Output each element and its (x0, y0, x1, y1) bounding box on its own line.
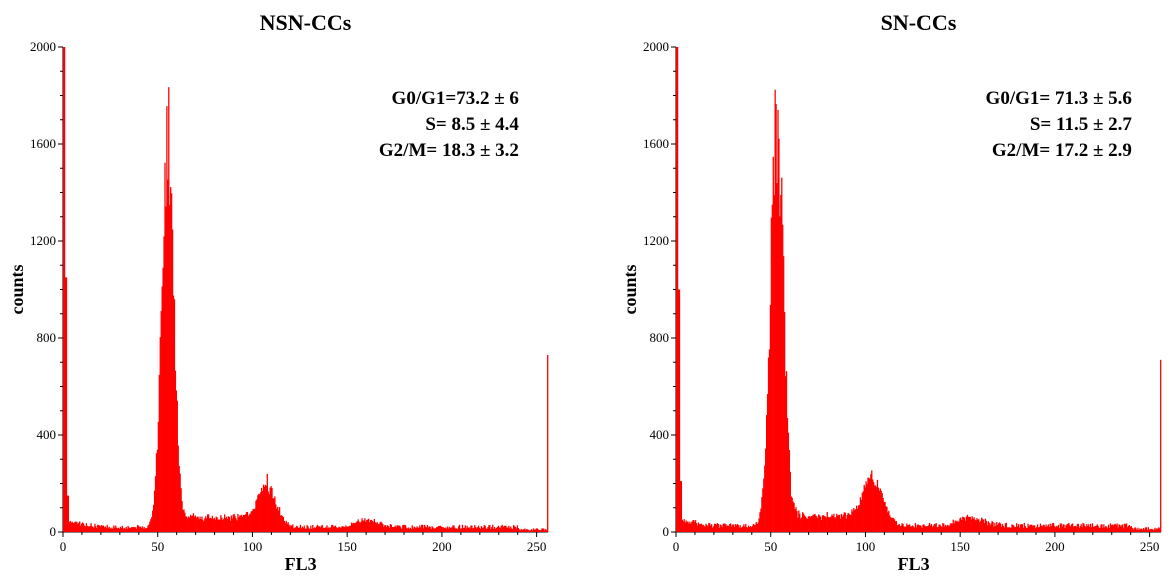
phase-annotation: G0/G1= 71.3 ± 5.6 (986, 88, 1132, 109)
y-tick-label: 800 (650, 330, 670, 345)
chart-panel-nsn: NSN-CCs 0 400 800 1200 1600 2000 0 50 100 150 200 2… (0, 0, 560, 576)
phase-annotation: S= 11.5 ± 2.7 (1030, 114, 1133, 135)
phase-annotation: S= 8.5 ± 4.4 (425, 114, 519, 135)
chart-panel-sn: SN-CCs 0 400 800 1200 1600 2000 0 50 100 150 200 25… (600, 0, 1171, 576)
x-tick-label: 100 (243, 539, 263, 554)
y-tick-label: 2000 (30, 39, 56, 54)
histogram-bin (547, 355, 548, 532)
x-tick-label: 250 (1140, 539, 1160, 554)
histogram-bin (1160, 360, 1161, 532)
histogram-bin (66, 277, 67, 532)
x-tick-label: 50 (764, 539, 777, 554)
y-tick-label: 400 (37, 427, 57, 442)
y-tick-label: 400 (650, 427, 670, 442)
phase-annotation: G2/M= 18.3 ± 3.2 (379, 140, 519, 161)
y-tick-label: 800 (37, 330, 57, 345)
y-tick-label: 1200 (643, 233, 669, 248)
x-axis-label: FL3 (285, 554, 317, 574)
x-tick-label: 0 (673, 539, 680, 554)
x-axis-label: FL3 (898, 554, 930, 574)
histogram-plot: 0 400 800 1200 1600 2000 0 50 100 150 200 250 FL3 cou… (600, 0, 1171, 576)
phase-annotation: G0/G1=73.2 ± 6 (392, 88, 519, 109)
x-tick-label: 100 (856, 539, 876, 554)
x-tick-label: 150 (950, 539, 970, 554)
x-tick-label: 50 (151, 539, 164, 554)
histogram-plot: 0 400 800 1200 1600 2000 0 50 100 150 200 250 FL3 cou… (0, 0, 560, 576)
y-axis-label: counts (620, 264, 640, 314)
x-tick-label: 200 (432, 539, 452, 554)
y-tick-label: 1600 (30, 136, 56, 151)
y-axis-label: counts (7, 264, 27, 314)
y-tick-label: 1200 (30, 233, 56, 248)
x-tick-label: 200 (1045, 539, 1065, 554)
y-tick-label: 0 (50, 524, 57, 539)
y-tick-label: 0 (663, 524, 670, 539)
x-tick-label: 250 (527, 539, 547, 554)
x-tick-label: 0 (60, 539, 67, 554)
x-tick-label: 150 (337, 539, 357, 554)
y-tick-label: 2000 (643, 39, 669, 54)
y-tick-label: 1600 (643, 136, 669, 151)
phase-annotation: G2/M= 17.2 ± 2.9 (992, 140, 1132, 161)
